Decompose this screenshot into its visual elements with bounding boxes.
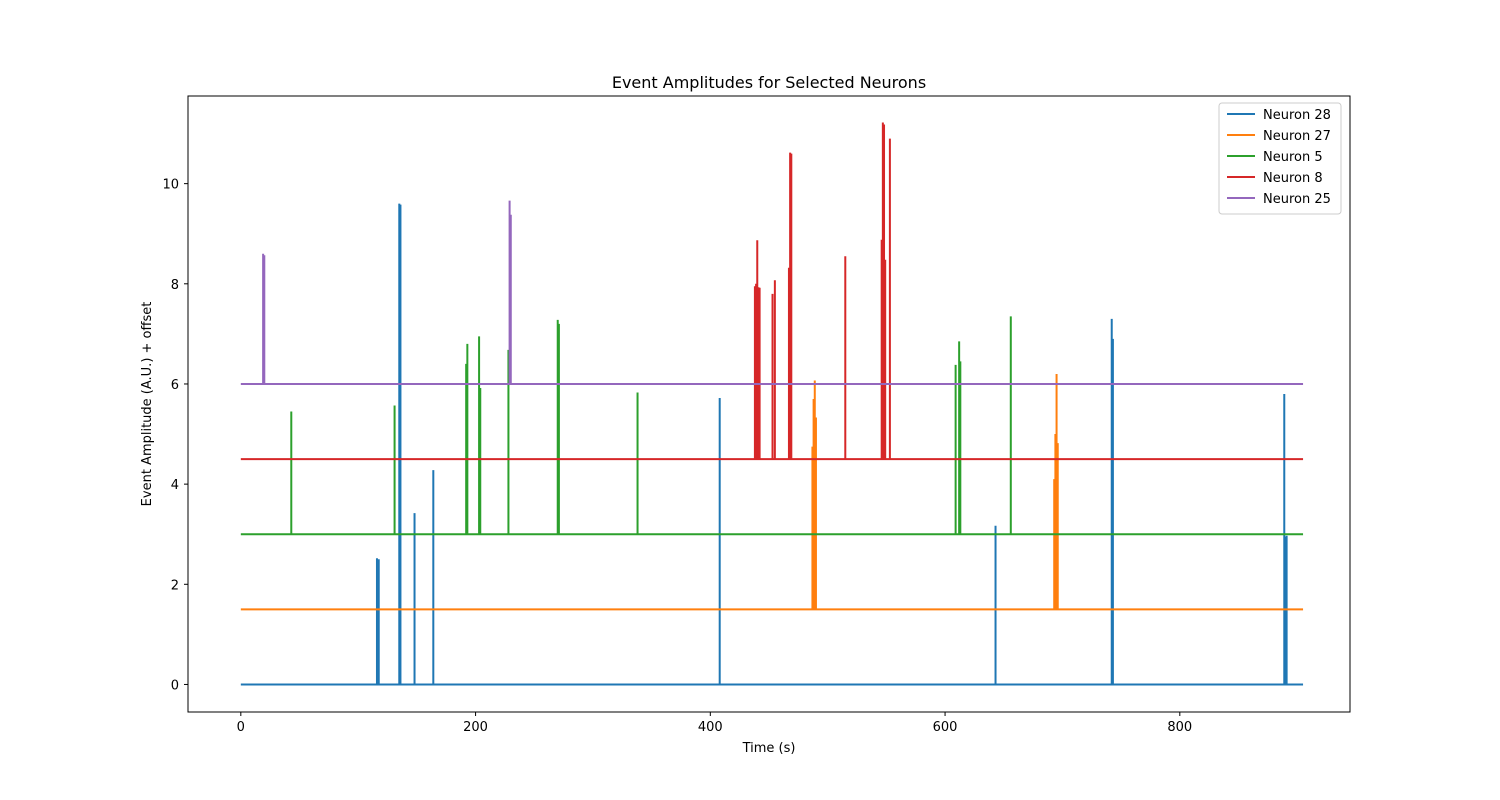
y-axis-label: Event Amplitude (A.U.) + offset <box>140 302 155 507</box>
series-layer <box>240 122 1304 686</box>
legend: Neuron 28 Neuron 27 Neuron 5 Neuron 8 Neuron… <box>1218 102 1342 215</box>
legend-entry: Neuron 28 <box>1263 108 1331 123</box>
series-2 <box>240 373 1304 611</box>
legend-box <box>1218 102 1342 215</box>
y-axis: 0 2 4 6 8 10 <box>162 178 188 693</box>
y-tick-label: 10 <box>162 178 179 193</box>
y-tick-label: 8 <box>171 278 179 293</box>
series-1 <box>240 203 1304 686</box>
x-tick-label: 600 <box>933 720 958 735</box>
y-tick-label: 0 <box>171 678 179 693</box>
x-axis: 0 200 400 600 800 <box>237 712 1192 735</box>
y-tick-label: 4 <box>171 478 179 493</box>
x-tick-label: 0 <box>237 720 245 735</box>
series-3 <box>240 316 1304 536</box>
legend-entry: Neuron 27 <box>1263 129 1331 144</box>
legend-entry: Neuron 25 <box>1263 192 1331 207</box>
x-tick-label: 200 <box>463 720 488 735</box>
x-tick-label: 400 <box>698 720 723 735</box>
y-tick-label: 6 <box>171 378 179 393</box>
series-4 <box>240 122 1304 461</box>
legend-entry: Neuron 5 <box>1263 150 1323 165</box>
series-5 <box>240 200 1304 385</box>
x-tick-label: 800 <box>1167 720 1192 735</box>
plot-frame <box>187 95 1351 713</box>
legend-entry: Neuron 8 <box>1263 171 1323 186</box>
x-axis-label: Time (s) <box>742 741 796 756</box>
chart-title: Event Amplitudes for Selected Neurons <box>612 73 926 92</box>
y-tick-label: 2 <box>171 578 179 593</box>
